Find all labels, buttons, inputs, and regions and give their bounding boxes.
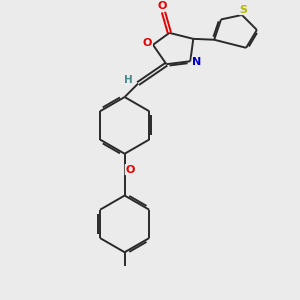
Text: O: O bbox=[125, 165, 135, 175]
Text: H: H bbox=[124, 75, 133, 85]
Text: O: O bbox=[143, 38, 152, 48]
Text: N: N bbox=[192, 57, 202, 67]
Text: O: O bbox=[157, 1, 167, 11]
Text: S: S bbox=[239, 4, 247, 15]
